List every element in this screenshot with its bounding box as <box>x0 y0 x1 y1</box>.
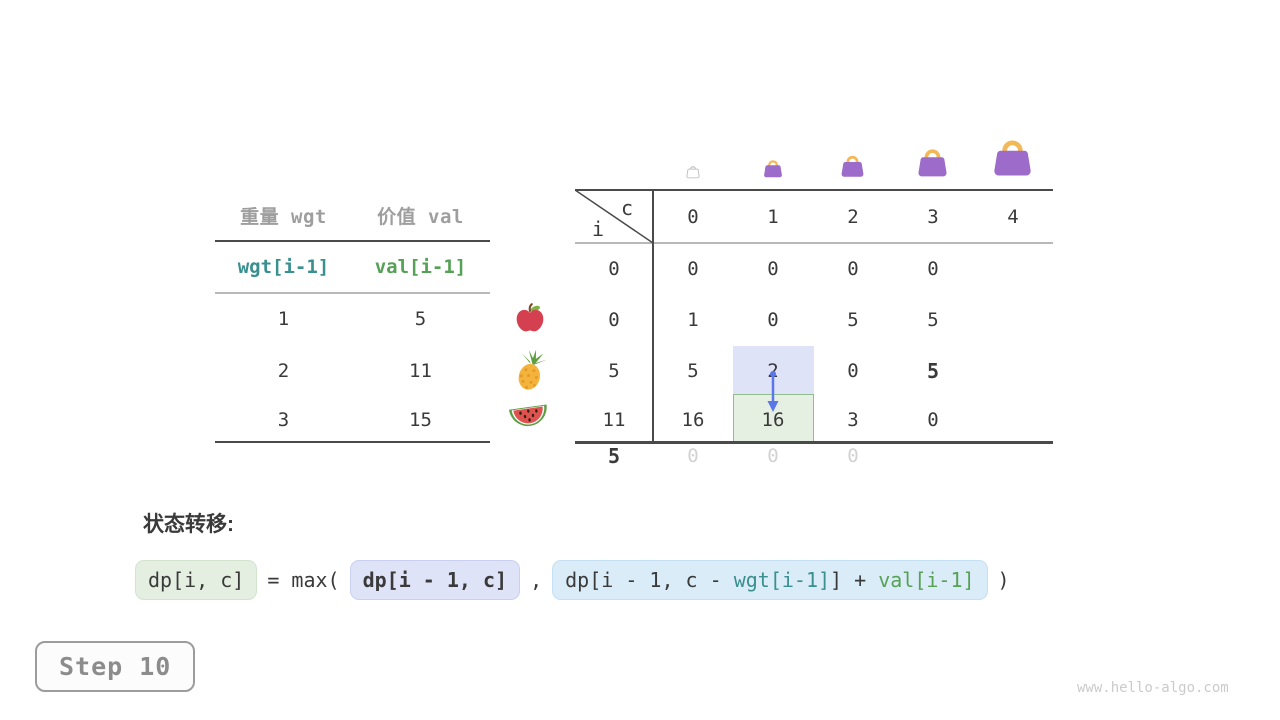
dp-cell: 0 <box>767 308 779 331</box>
items-table-mid-rule <box>215 292 490 294</box>
dp-cell: 0 <box>767 257 779 280</box>
dp-cell: 5 <box>608 359 620 382</box>
formula-arg1: dp[i - 1, c] <box>349 560 521 600</box>
dp-col-headers: 0 1 2 3 4 <box>653 190 1053 243</box>
dp-row-header: 2 <box>767 359 779 382</box>
formula-arg2-pre: dp[i - 1, c - <box>565 568 734 592</box>
dp-cell: 16 <box>761 409 785 431</box>
dp-table-header-rule <box>575 242 1053 244</box>
dp-cell: 5 <box>927 308 939 331</box>
formula-arg2-val: val[i-1] <box>878 568 975 592</box>
formula-arg2: dp[i - 1, c - wgt[i-1]] + val[i-1] <box>552 560 988 600</box>
dp-cell: 0 <box>687 257 699 280</box>
item-row-1-wgt: 1 <box>277 307 290 330</box>
dp-corner-diagonal <box>575 190 653 243</box>
dp-cell: 0 <box>687 445 699 467</box>
formula-arg2-mid: ] + <box>830 568 879 592</box>
dp-col-header: 1 <box>767 205 779 228</box>
items-table-top-rule <box>215 240 490 242</box>
bag-icon <box>915 146 950 179</box>
dp-col-header: 4 <box>1007 205 1019 228</box>
dp-col-header: 2 <box>847 205 859 228</box>
dp-cell: 0 <box>847 257 859 280</box>
bag-icon <box>990 136 1035 179</box>
items-table: 重量 wgt 价值 val wgt[i-1] val[i-1] 1 5 2 11… <box>215 190 489 443</box>
bag-empty-icon <box>685 164 701 179</box>
watermelon-icon <box>506 399 551 433</box>
dp-corner-row-var: i <box>591 217 605 241</box>
dp-row-header: 0 <box>608 257 620 280</box>
pineapple-icon <box>509 345 553 396</box>
items-col-header-weight: 重量 wgt <box>240 206 327 228</box>
dp-col-header: 3 <box>927 205 939 228</box>
apple-icon <box>514 302 546 334</box>
dp-col-header: 0 <box>687 205 699 228</box>
dp-cell-target: 5 <box>607 444 621 468</box>
dp-table-bottom-rule <box>575 441 1053 444</box>
bag-icon <box>839 153 866 179</box>
dp-cell: 16 <box>681 409 705 431</box>
formula-lhs: dp[i, c] <box>135 560 258 600</box>
formula-close-paren: ) <box>997 568 1010 592</box>
dp-cell: 0 <box>608 308 620 331</box>
dp-row-header: 3 <box>847 409 859 431</box>
transition-label: 状态转移: <box>143 513 234 536</box>
item-row-3-val: 15 <box>409 408 432 431</box>
bag-icon <box>762 158 784 179</box>
item-row-3-wgt: 3 <box>277 408 290 431</box>
items-index-val: val[i-1] <box>374 255 467 278</box>
dp-table-top-rule <box>575 189 1053 191</box>
items-index-wgt: wgt[i-1] <box>237 255 330 278</box>
transition-formula: dp[i, c] = max( dp[i - 1, c] , dp[i - 1,… <box>135 560 1010 600</box>
step-badge: Step 10 <box>35 641 196 692</box>
dp-row-header: 1 <box>687 308 699 331</box>
watermark: www.hello-algo.com <box>1077 680 1229 696</box>
dp-cell-source: 5 <box>926 358 940 383</box>
dp-cell: 11 <box>602 409 626 431</box>
dp-table-body: 0 0 0 0 0 0 1 0 5 5 5 5 2 0 5 11 16 16 3… <box>575 243 1053 469</box>
formula-eq-max: = max( <box>267 568 340 592</box>
dp-cell: 5 <box>847 308 859 331</box>
dp-cell: 5 <box>687 359 699 382</box>
item-row-2-val: 11 <box>409 359 432 382</box>
formula-arg2-wgt: wgt[i-1] <box>733 568 831 592</box>
items-table-bottom-rule <box>215 441 490 443</box>
transition-arrow-icon <box>764 368 782 414</box>
dp-cell: 0 <box>847 359 859 382</box>
dp-cell: 0 <box>927 257 939 280</box>
dp-cell: 0 <box>847 445 859 467</box>
item-row-2-wgt: 2 <box>277 359 290 382</box>
items-col-header-value: 价值 val <box>377 206 464 228</box>
item-row-1-val: 5 <box>414 307 427 330</box>
dp-table-vertical-rule <box>652 189 654 443</box>
dp-cell: 0 <box>767 445 779 467</box>
formula-comma: , <box>530 568 543 592</box>
dp-cell: 0 <box>927 409 939 431</box>
dp-corner-col-var: c <box>620 196 634 220</box>
